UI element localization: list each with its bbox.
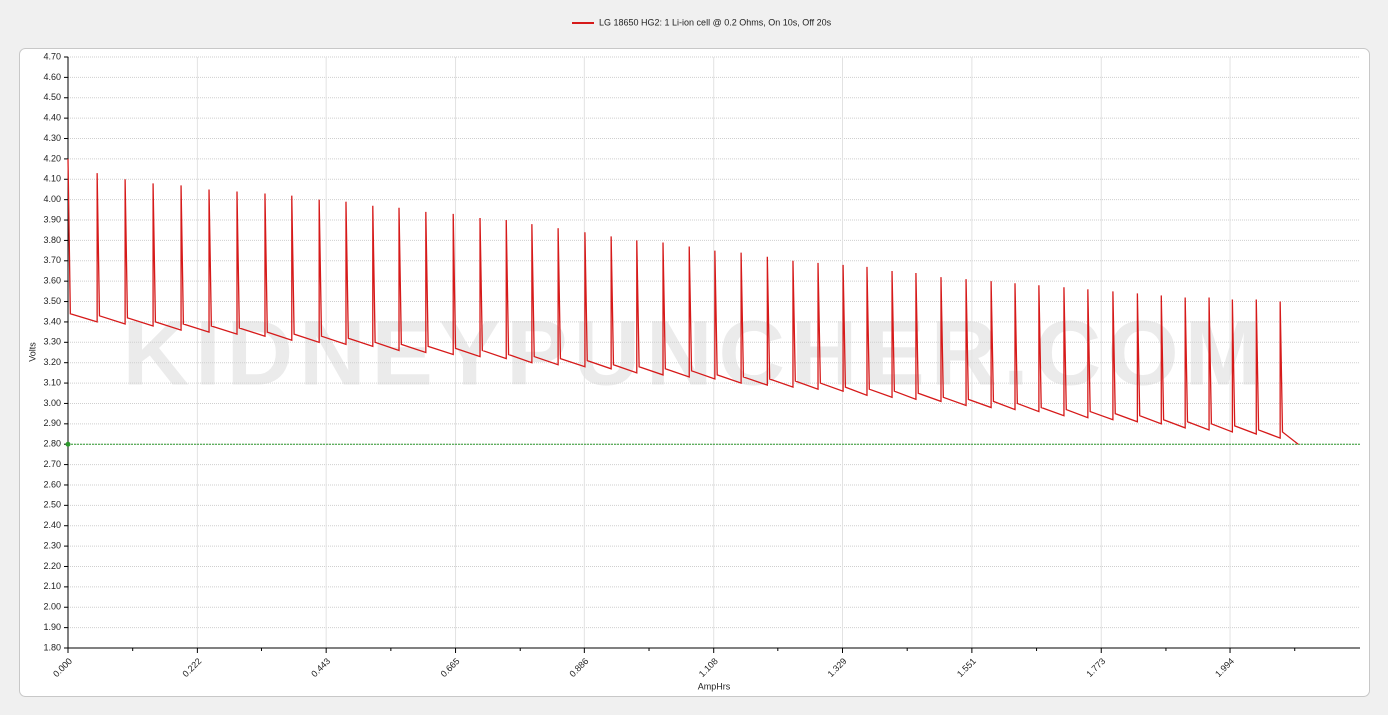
y-tick-label: 1.80	[43, 642, 61, 652]
y-tick-label: 2.10	[43, 581, 61, 591]
y-tick-label: 4.70	[43, 51, 61, 61]
y-tick-label: 4.60	[43, 72, 61, 82]
y-tick-label: 4.30	[43, 133, 61, 143]
y-axis-label: Volts	[27, 342, 37, 362]
y-tick-label: 4.40	[43, 113, 61, 123]
data-line	[67, 158, 1299, 445]
y-tick-label: 2.00	[43, 602, 61, 612]
y-tick-label: 1.90	[43, 622, 61, 632]
y-tick-label: 3.50	[43, 296, 61, 306]
x-axis-label: AmpHrs	[698, 681, 731, 691]
reference-marker	[65, 441, 71, 447]
y-tick-label: 3.90	[43, 214, 61, 224]
y-tick-label: 2.60	[43, 479, 61, 489]
y-tick-label: 2.50	[43, 500, 61, 510]
y-tick-label: 3.10	[43, 377, 61, 387]
y-tick-label: 2.40	[43, 520, 61, 530]
y-tick-label: 4.10	[43, 174, 61, 184]
y-tick-label: 3.00	[43, 398, 61, 408]
y-tick-label: 3.30	[43, 337, 61, 347]
y-tick-label: 2.20	[43, 561, 61, 571]
legend-label: LG 18650 HG2: 1 Li-ion cell @ 0.2 Ohms, …	[599, 17, 832, 27]
y-tick-label: 2.30	[43, 540, 61, 550]
y-tick-label: 2.80	[43, 439, 61, 449]
y-tick-label: 4.20	[43, 153, 61, 163]
y-tick-label: 3.60	[43, 276, 61, 286]
watermark: KIDNEYPUNCHER.COM	[123, 302, 1268, 404]
y-tick-label: 2.70	[43, 459, 61, 469]
y-tick-label: 3.20	[43, 357, 61, 367]
y-tick-label: 4.00	[43, 194, 61, 204]
y-tick-label: 4.50	[43, 92, 61, 102]
y-tick-label: 3.40	[43, 316, 61, 326]
y-tick-label: 2.90	[43, 418, 61, 428]
y-tick-label: 3.70	[43, 255, 61, 265]
y-tick-label: 3.80	[43, 235, 61, 245]
